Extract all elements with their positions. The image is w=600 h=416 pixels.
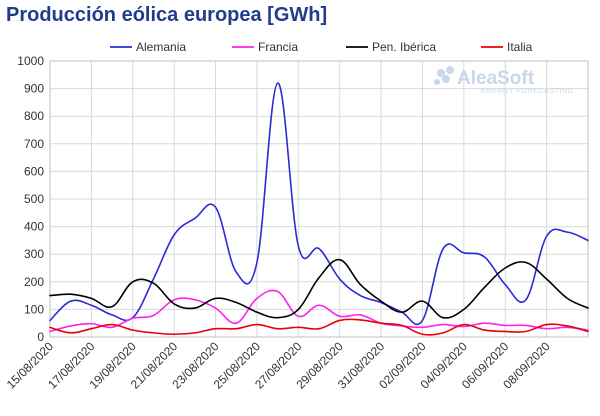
plot-area-border [49,60,589,338]
y-tick-label: 800 [24,109,44,123]
series-lines [49,82,589,336]
y-tick-label: 900 [24,82,44,96]
legend: Alemania Francia Pen. Ibérica Italia [110,40,533,54]
y-tick-label: 0 [37,330,44,344]
logo-tagline: ENERGY FORECASTING [481,88,574,95]
y-tick-label: 200 [24,275,44,289]
series-line-alemania [49,82,589,326]
legend-label-pen-iberica: Pen. Ibérica [372,40,436,54]
plot-frame [49,60,589,338]
series-line-francia [49,289,589,333]
aleasoft-logo-icon [434,66,454,85]
legend-label-francia: Francia [258,40,298,54]
y-tick-label: 500 [24,192,44,206]
aleasoft-logo: AleaSoft ENERGY FORECASTING [434,66,574,95]
legend-label-italia: Italia [507,40,533,54]
y-tick-label: 300 [24,247,44,261]
series-line-pen-iberica [49,258,589,319]
y-axis-tick-labels: 0 100 200 300 400 500 600 700 800 900 1000 [17,54,44,344]
y-tick-label: 1000 [17,54,44,68]
chart-title: Producción eólica europea [GWh] [6,4,328,26]
y-tick-label: 600 [24,164,44,178]
y-tick-label: 700 [24,137,44,151]
y-tick-label: 100 [24,302,44,316]
logo-name: AleaSoft [457,68,535,89]
x-axis-tick-labels: 15/08/202017/08/202019/08/202021/08/2020… [4,339,553,392]
y-tick-label: 400 [24,220,44,234]
legend-label-alemania: Alemania [136,40,186,54]
grid-lines [49,60,589,338]
series-line-italia [49,318,589,336]
